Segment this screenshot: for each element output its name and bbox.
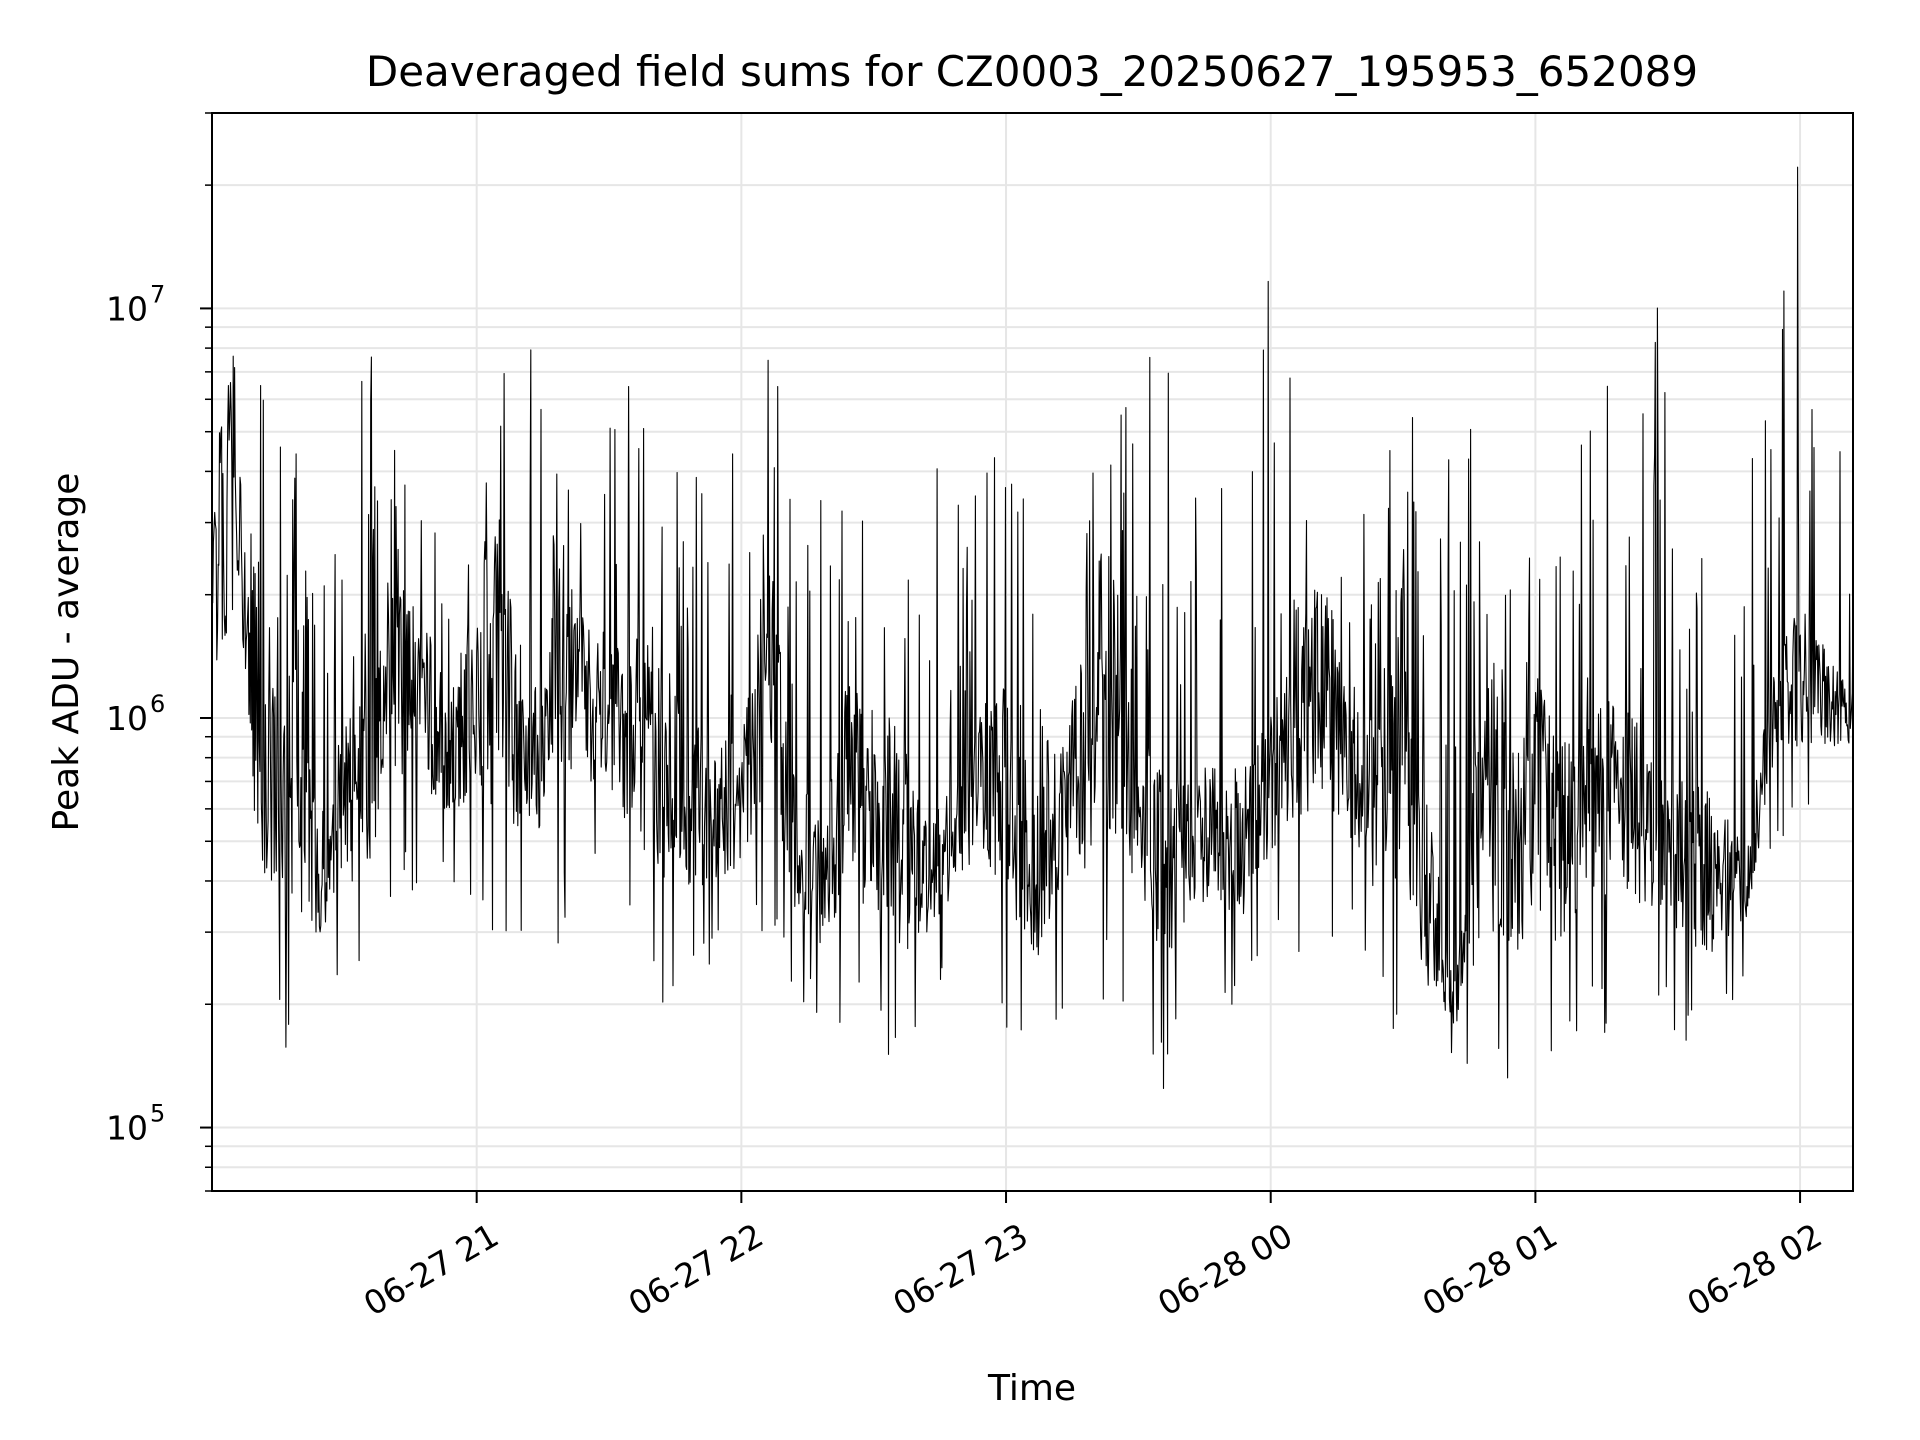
y-tick-label-exponent: 7 xyxy=(150,280,165,308)
y-tick-label-exponent: 5 xyxy=(150,1100,165,1128)
x-axis-label: Time xyxy=(987,1368,1076,1409)
chart-title: Deaveraged field sums for CZ0003_2025062… xyxy=(366,47,1698,96)
plot-frame xyxy=(211,112,1854,1192)
y-tick-label: 10 xyxy=(106,699,148,738)
series-line xyxy=(211,166,1854,1090)
y-tick-label-exponent: 6 xyxy=(150,690,165,718)
y-tick-label: 10 xyxy=(106,1109,148,1148)
series-group xyxy=(211,166,1854,1090)
y-axis-label: Peak ADU - average xyxy=(46,473,87,832)
y-tick-label: 10 xyxy=(106,289,148,328)
